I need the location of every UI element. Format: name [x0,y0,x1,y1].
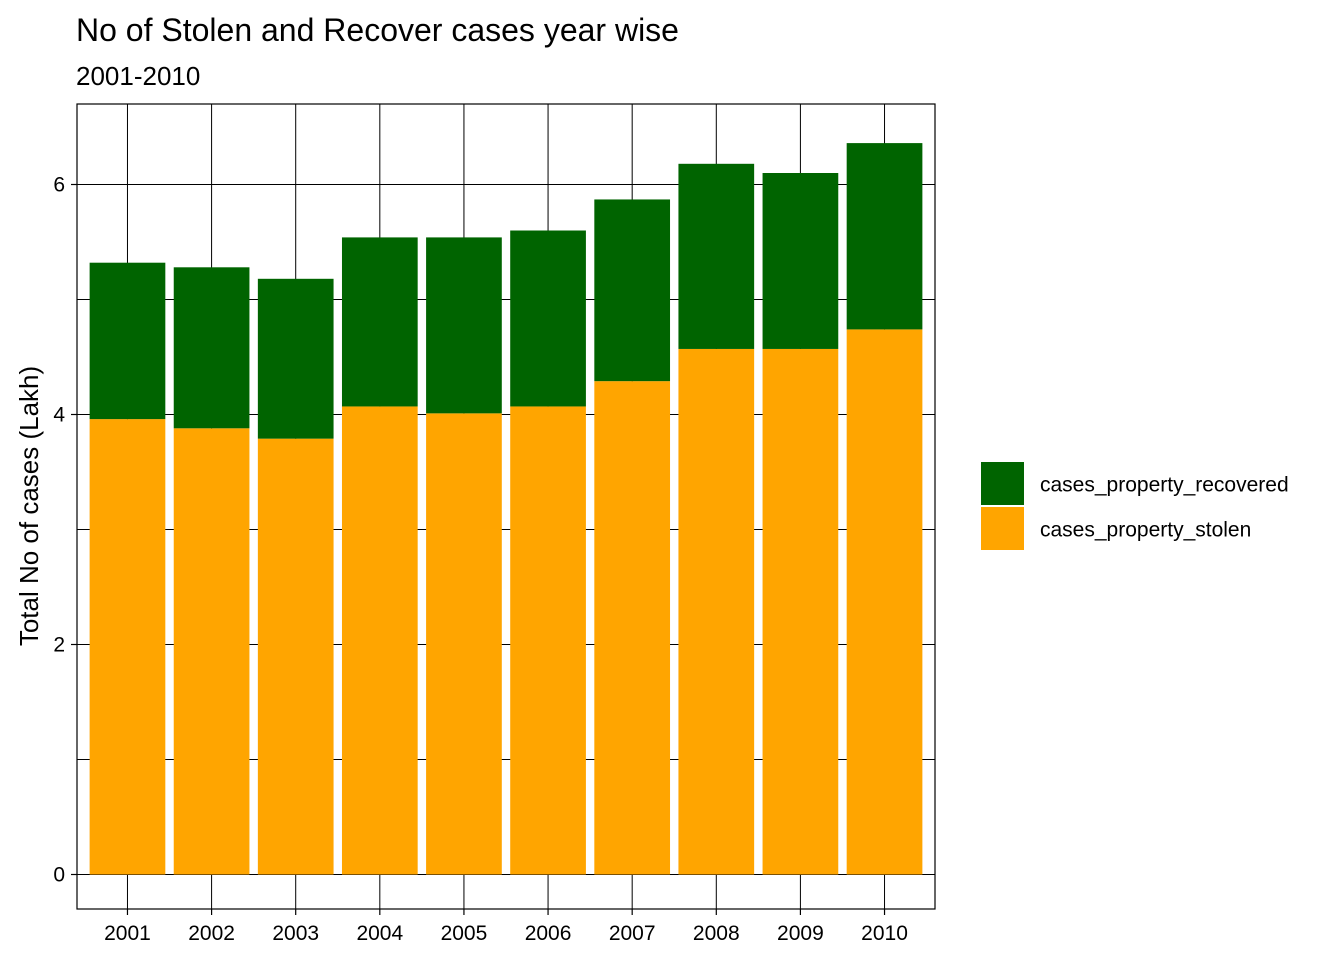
bar-cases-property-stolen-2009 [762,348,839,875]
x-tick-label: 2004 [356,922,403,945]
bar-cases-property-recovered-2004 [341,237,418,407]
bar-cases-property-recovered-2001 [89,262,166,420]
x-tick-label: 2002 [188,922,235,945]
bar-layer [89,143,923,875]
bar-cases-property-recovered-2002 [173,267,250,429]
legend-label: cases_property_recovered [1040,474,1289,497]
bar-cases-property-recovered-2005 [426,237,502,414]
bar-cases-property-stolen-2002 [173,428,250,875]
y-tick-label: 6 [53,174,65,197]
bar-cases-property-stolen-2003 [257,438,334,875]
panel-border [76,103,936,910]
x-tick-label: 2009 [777,922,824,945]
legend: cases_property_recovered cases_property_s… [981,462,1289,550]
bar-cases-property-stolen-2006 [510,406,586,875]
y-tick-label: 2 [53,634,65,657]
legend-key-cases-property-stolen [981,507,1024,550]
chart-title: No of Stolen and Recover cases year wise [76,12,679,48]
chart-subtitle: 2001-2010 [76,61,200,91]
bar-cases-property-stolen-2007 [594,381,671,875]
x-tick-label: 2007 [609,922,656,945]
x-tick-label: 2006 [525,922,572,945]
x-tick-label: 2008 [693,922,740,945]
bar-cases-property-stolen-2004 [341,406,418,875]
bar-cases-property-recovered-2009 [762,173,839,349]
y-tick-label: 0 [53,864,65,887]
x-tick-label: 2003 [272,922,319,945]
x-tick-label: 2010 [861,922,908,945]
bar-cases-property-stolen-2001 [89,419,166,875]
x-tick-label: 2005 [441,922,488,945]
y-tick-label: 4 [53,404,65,427]
legend-label: cases_property_stolen [1040,519,1251,542]
bar-cases-property-recovered-2003 [257,278,334,439]
tick-layer: 0 2 4 6 2001 2002 2003 2004 2005 2006 2007 2008 2009… [53,174,908,946]
bar-cases-property-stolen-2005 [426,413,502,875]
y-axis-title: Total No of cases (Lakh) [14,366,44,646]
bar-cases-property-recovered-2006 [510,230,586,407]
x-tick-label: 2001 [104,922,151,945]
bar-cases-property-recovered-2010 [846,143,923,330]
legend-key-cases-property-recovered [981,462,1024,505]
bar-cases-property-stolen-2010 [846,329,923,875]
bar-cases-property-stolen-2008 [678,348,755,875]
bar-cases-property-recovered-2007 [594,199,671,382]
bar-cases-property-recovered-2008 [678,163,755,349]
